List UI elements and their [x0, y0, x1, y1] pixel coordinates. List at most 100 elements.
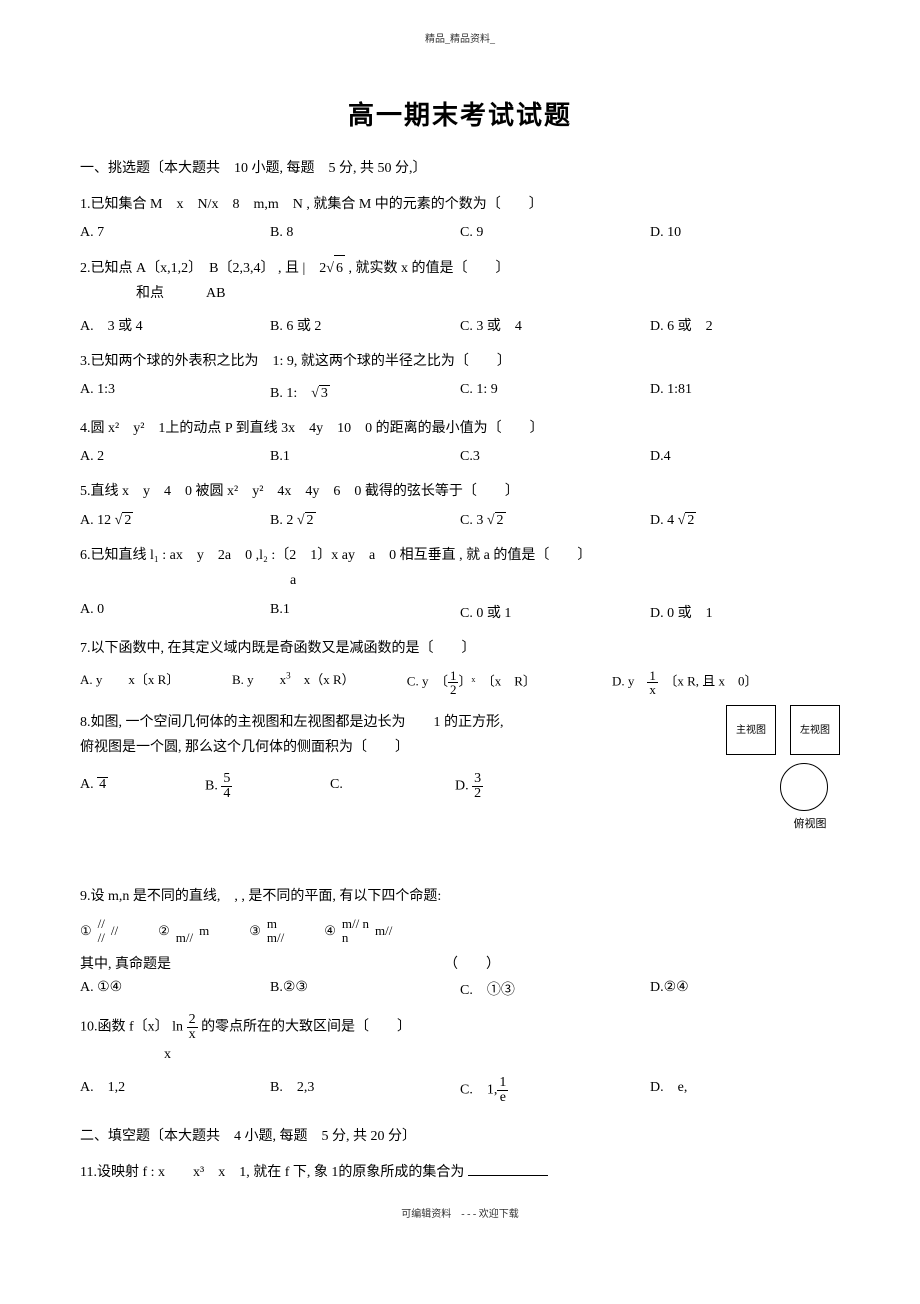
q5-sqrt-b: 2	[305, 512, 316, 529]
q7-opt-d: D. y 1x 〔x R, 且 x 0〕	[612, 669, 840, 696]
q9-p4d: n	[342, 931, 369, 945]
fraction-icon: 4	[97, 777, 108, 792]
q6-text: 6.已知直线 l₁ : ax y 2a 0 ,l₂ :〔2 1〕x ay a 0…	[80, 543, 840, 568]
q6-line2: a	[80, 568, 840, 593]
q9-opt-c: C. ①③	[460, 979, 650, 999]
q2-text-post: , 就实数 x 的值是〔 〕	[345, 261, 510, 276]
page-header: 精品_精品资料_	[80, 30, 840, 45]
q9-prop-1: ① //// //	[80, 917, 118, 946]
fraction-icon: 1x	[647, 669, 658, 696]
q7-opt-c: C. y 〔12〕ˣ 〔x R〕	[407, 669, 612, 696]
fraction-icon: 12	[448, 669, 459, 696]
question-4: 4.圆 x² y² 1上的动点 P 到直线 3x 4y 10 0 的距离的最小值…	[80, 416, 840, 441]
question-8: 8.如图, 一个空间几何体的主视图和左视图都是边长为 1 的正方形, 俯视图是一…	[80, 710, 840, 870]
q9-p4r: m//	[375, 923, 392, 939]
exam-title: 高一期末考试试题	[80, 95, 840, 132]
question-5: 5.直线 x y 4 0 被圆 x² y² 4x 4y 6 0 截得的弦长等于〔…	[80, 479, 840, 504]
q9-p1n: //	[98, 917, 105, 931]
stack-icon: ////	[98, 917, 105, 946]
q7-b-post: x（x R）	[291, 672, 355, 687]
q4-opt-c: C.3	[460, 449, 650, 465]
q5-sqrt-a: 2	[122, 512, 133, 529]
q9-p4n: m// n	[342, 917, 369, 931]
page-footer: 可编辑资料 - - - 欢迎下载	[80, 1205, 840, 1220]
q3-opt-a: A. 1:3	[80, 382, 270, 402]
q7-opt-a: A. y x〔x R〕	[80, 669, 232, 696]
sqrt-icon: 2	[487, 513, 506, 528]
q5-opt-b: B. 2 2	[270, 512, 460, 529]
q8-b-num: 5	[221, 772, 232, 787]
q9-p2r: m	[199, 923, 209, 939]
q9-p2l: m//	[176, 931, 193, 945]
q9-opt-b: B.②③	[270, 979, 460, 999]
q2-opt-b: B. 6 或 2	[270, 315, 460, 335]
section-2-heading: 二、填空题〔本大题共 4 小题, 每题 5 分, 共 20 分〕	[80, 1125, 840, 1145]
q3-b-pre: B. 1:	[270, 386, 311, 401]
q9-options: A. ①④ B.②③ C. ①③ D.②④	[80, 979, 840, 999]
q3-options: A. 1:3 B. 1: 3 C. 1: 9 D. 1:81	[80, 382, 840, 402]
q4-options: A. 2 B.1 C.3 D.4	[80, 449, 840, 465]
q7-b-pre: B. y x	[232, 672, 286, 687]
q4-opt-b: B.1	[270, 449, 460, 465]
q4-opt-a: A. 2	[80, 449, 270, 465]
q3-opt-c: C. 1: 9	[460, 382, 650, 402]
q10-c-num: 1	[497, 1076, 508, 1091]
question-1: 1.已知集合 M x N/x 8 m,m N , 就集合 M 中的元素的个数为〔…	[80, 192, 840, 217]
q7-text: 7.以下函数中, 在其定义域内既是奇函数又是减函数的是〔 〕	[80, 636, 840, 661]
q7-c-den: 2	[448, 683, 459, 696]
q5-opt-c: C. 3 2	[460, 512, 650, 529]
question-11: 11.设映射 f : x x³ x 1, 就在 f 下, 象 1的原象所成的集合…	[80, 1160, 840, 1185]
question-10: 10.函数 f〔x〕 ln 2x 的零点所在的大致区间是〔 〕 x	[80, 1013, 840, 1067]
q5-sqrt-d: 2	[685, 512, 696, 529]
q10-c-den: e	[497, 1091, 508, 1105]
q9-true-text: 其中, 真命题是 （ ）	[80, 953, 840, 973]
q2-opt-c: C. 3 或 4	[460, 315, 650, 335]
q7-d-post: 〔x R, 且 x 0〕	[658, 673, 758, 688]
q1-opt-a: A. 7	[80, 225, 270, 241]
q5-sqrt-c: 2	[495, 512, 506, 529]
q9-text: 9.设 m,n 是不同的直线, , , 是不同的平面, 有以下四个命题:	[80, 884, 840, 909]
q9-opt-a: A. ①④	[80, 979, 270, 999]
q7-d-pre: D. y	[612, 673, 647, 688]
sqrt-icon: 2	[115, 513, 134, 528]
q5-d-pre: D. 4	[650, 513, 674, 528]
q11-text: 11.设映射 f : x x³ x 1, 就在 f 下, 象 1的原象所成的集合…	[80, 1165, 464, 1180]
q9-opt-d: D.②④	[650, 979, 840, 999]
q8-a: A.	[80, 777, 94, 792]
q10-options: A. 1,2 B. 2,3 C. 1,1e D. e,	[80, 1076, 840, 1105]
q6-opt-c: C. 0 或 1	[460, 602, 650, 622]
q4-text: 4.圆 x² y² 1上的动点 P 到直线 3x 4y 10 0 的距离的最小值…	[80, 421, 544, 436]
question-7: 7.以下函数中, 在其定义域内既是奇函数又是减函数的是〔 〕	[80, 636, 840, 661]
q8-options: A. 4 B. 54 C. D. 32	[80, 772, 580, 801]
q7-d-den: x	[647, 683, 658, 696]
top-view-label: 俯视图	[780, 815, 840, 835]
left-view-label: 左视图	[800, 725, 830, 736]
q5-b-pre: B. 2	[270, 513, 293, 528]
q10-opt-a: A. 1,2	[80, 1076, 270, 1105]
q2-line2: 和点 AB	[80, 281, 840, 306]
q8-b: B.	[205, 779, 218, 794]
q6-opt-b: B.1	[270, 602, 460, 622]
q7-c-post: 〕ˣ 〔x R〕	[458, 673, 535, 688]
q8-diagram: 主视图 左视图 俯视图	[720, 705, 840, 835]
q7-options: A. y x〔x R〕 B. y x3 x（x R） C. y 〔12〕ˣ 〔x…	[80, 669, 840, 696]
q2-text-pre: 2.已知点 A〔x,1,2〕 B〔2,3,4〕 , 且 | 2	[80, 261, 326, 276]
question-3: 3.已知两个球的外表积之比为 1: 9, 就这两个球的半径之比为〔 〕	[80, 349, 840, 374]
stack-icon: m// nn	[342, 917, 369, 946]
question-9: 9.设 m,n 是不同的直线, , , 是不同的平面, 有以下四个命题:	[80, 884, 840, 909]
q10-pre: 10.函数 f〔x〕 ln	[80, 1020, 183, 1035]
q10-num: 2	[187, 1013, 198, 1028]
q9-prop-2: ② m// m	[158, 917, 209, 946]
q5-options: A. 12 2 B. 2 2 C. 3 2 D. 4 2	[80, 512, 840, 529]
q1-opt-c: C. 9	[460, 225, 650, 241]
q9-p1r: //	[111, 923, 118, 939]
q8-d: D.	[455, 779, 469, 794]
q2-sqrt: 6	[334, 255, 345, 281]
q10-opt-d: D. e,	[650, 1076, 840, 1105]
q6-options: A. 0 B.1 C. 0 或 1 D. 0 或 1	[80, 602, 840, 622]
q9-p3n: m	[267, 917, 284, 931]
q8-a-den: 4	[97, 778, 108, 792]
q8-opt-c: C.	[330, 772, 455, 801]
q9-p1d: //	[98, 931, 105, 945]
sqrt-icon: 3	[311, 386, 330, 401]
